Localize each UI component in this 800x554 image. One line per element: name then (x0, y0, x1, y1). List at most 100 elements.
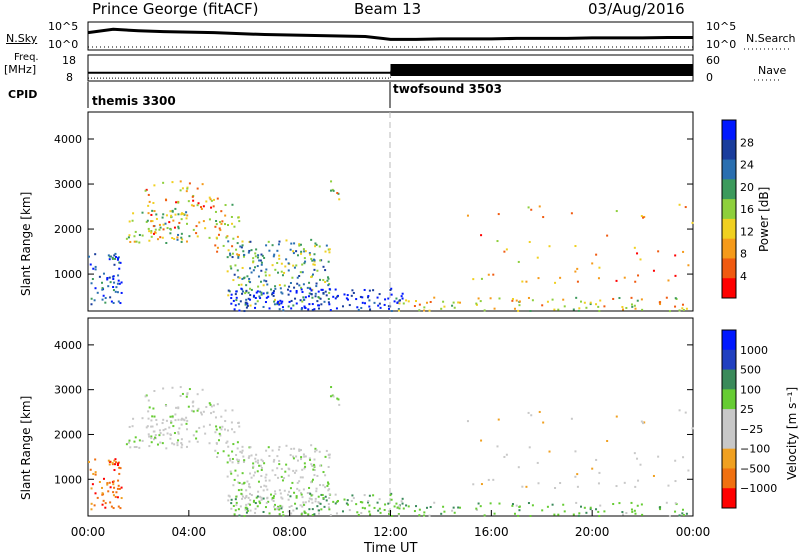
velocity-cell (106, 483, 109, 486)
power-cell (164, 222, 167, 225)
power-cell (277, 300, 280, 303)
power-cell (155, 213, 158, 216)
velocity-cell (457, 506, 460, 509)
velocity-cell (260, 496, 263, 499)
power-cell (348, 304, 351, 307)
velocity-cell (234, 498, 237, 501)
power-cell (314, 245, 317, 248)
colorbar-swatch (722, 218, 736, 240)
velocity-cell (480, 439, 483, 442)
velocity-cell (320, 508, 323, 511)
velocity-cell (278, 459, 281, 462)
velocity-cell (243, 459, 246, 462)
velocity-cell (161, 422, 164, 425)
power-cell (227, 224, 230, 227)
power-cell (93, 299, 96, 302)
velocity-cell (197, 407, 200, 410)
power-cell (314, 292, 317, 295)
velocity-cell (511, 503, 514, 506)
velocity-cell (278, 463, 281, 466)
velocity-cell (133, 446, 136, 449)
velocity-cell (415, 505, 418, 508)
velocity-cell (249, 472, 252, 475)
power-cell (606, 234, 609, 237)
power-cell (289, 282, 292, 285)
velocity-cell (201, 388, 204, 391)
power-cell (94, 253, 97, 256)
power-cell (108, 276, 111, 279)
velocity-cell (242, 495, 245, 498)
velocity-cell (298, 489, 301, 492)
velocity-cell (278, 508, 281, 511)
velocity-cell (196, 409, 199, 412)
power-cell (165, 199, 168, 202)
velocity-cell (578, 512, 581, 515)
power-cell (220, 222, 223, 225)
power-cell (311, 296, 314, 299)
power-cell (562, 298, 565, 301)
power-cell (152, 225, 155, 228)
power-cell (363, 288, 366, 291)
power-cell (237, 256, 240, 259)
velocity-cell (153, 438, 156, 441)
velocity-cell (304, 501, 307, 504)
velocity-cell (236, 458, 239, 461)
velocity-cell (384, 503, 387, 506)
power-cell (165, 241, 168, 244)
velocity-cell (120, 497, 123, 500)
velocity-cell (176, 444, 179, 447)
x-tick-label: 04:00 (172, 525, 207, 539)
velocity-cell (265, 501, 268, 504)
velocity-cell (327, 506, 330, 509)
velocity-cell (104, 502, 107, 505)
velocity-cell (615, 415, 618, 418)
velocity-cell (311, 464, 314, 467)
power-cell (119, 261, 122, 264)
velocity-cell (180, 438, 183, 441)
power-cell (330, 180, 333, 183)
velocity-cell (250, 454, 253, 457)
velocity-cell (300, 458, 303, 461)
velocity-cell (128, 425, 131, 428)
velocity-cell (235, 495, 238, 498)
power-cell (169, 210, 172, 213)
power-cell (299, 243, 302, 246)
y-tick-label: 3000 (54, 384, 82, 397)
power-cell (232, 279, 235, 282)
velocity-cell (94, 473, 97, 476)
power-cell (268, 307, 271, 310)
power-cell (195, 232, 198, 235)
velocity-cell (310, 494, 313, 497)
velocity-cell (343, 498, 346, 501)
power-cell (112, 278, 115, 281)
power-cell (226, 270, 229, 273)
colorbar-tick-label: 1000 (740, 344, 768, 357)
velocity-cell (313, 474, 316, 477)
velocity-cell (215, 442, 218, 445)
velocity-cell (428, 514, 431, 517)
power-cell (133, 235, 136, 238)
power-cell (389, 288, 392, 291)
power-cell (191, 195, 194, 198)
power-cell (299, 299, 302, 302)
velocity-cell (311, 478, 314, 481)
power-cell (589, 303, 592, 306)
velocity-cell (274, 474, 277, 477)
velocity-cell (116, 464, 119, 467)
velocity-cell (492, 478, 495, 481)
power-cell (94, 268, 97, 271)
velocity-cell (249, 509, 252, 512)
velocity-cell (90, 502, 93, 505)
velocity-cell (102, 477, 105, 480)
power-cell (254, 302, 257, 305)
velocity-cell (327, 482, 330, 485)
power-cell (244, 292, 247, 295)
power-cell (197, 202, 200, 205)
velocity-cell (248, 492, 251, 495)
power-cell (236, 242, 239, 245)
power-cell (240, 283, 243, 286)
velocity-cell (112, 491, 115, 494)
power-colorbar-swatches (722, 120, 736, 299)
power-cell (685, 307, 688, 310)
